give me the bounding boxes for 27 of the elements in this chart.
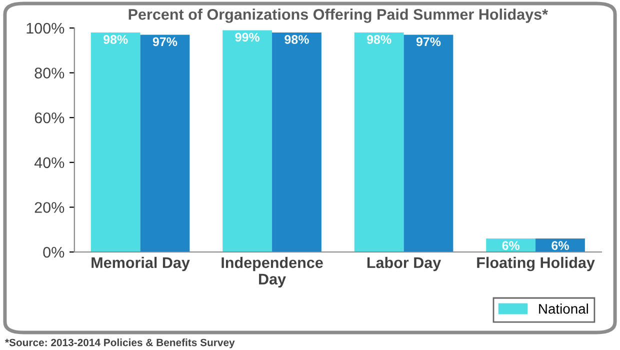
x-tick-label: Labor Day — [367, 256, 442, 272]
bar — [222, 30, 272, 252]
data-label: 98% — [103, 35, 128, 44]
y-tick-label: 80% — [34, 68, 64, 78]
x-tick-label: Memorial Day — [92, 256, 190, 272]
y-tick-label: 40% — [34, 157, 64, 168]
data-label: 98% — [366, 35, 392, 44]
bar — [140, 34, 190, 252]
x-tick-label: Independence Day — [222, 256, 323, 288]
y-tick-label: 20% — [34, 202, 64, 213]
bar — [272, 32, 322, 252]
y-tick-label: 60% — [34, 112, 64, 124]
bar — [90, 32, 140, 252]
data-label: 98% — [284, 35, 309, 44]
data-label: 6% — [552, 241, 569, 250]
x-tick-label: Floating Holiday — [477, 256, 595, 272]
y-tick-label: 0% — [43, 246, 64, 258]
data-label: 99% — [235, 32, 260, 42]
data-label: 97% — [416, 37, 441, 46]
bar — [354, 32, 404, 252]
bar — [404, 34, 454, 252]
text: *Source: 2013-2014 Policies & Benefits Survey — [4, 338, 235, 348]
chart-title: Percent of Organizations Offering Paid Summer Holidays* — [128, 8, 548, 23]
legend-label: National — [539, 304, 588, 314]
data-label: 97% — [152, 37, 178, 46]
data-label: 6% — [502, 241, 520, 250]
y-tick-label: 100% — [26, 22, 64, 34]
